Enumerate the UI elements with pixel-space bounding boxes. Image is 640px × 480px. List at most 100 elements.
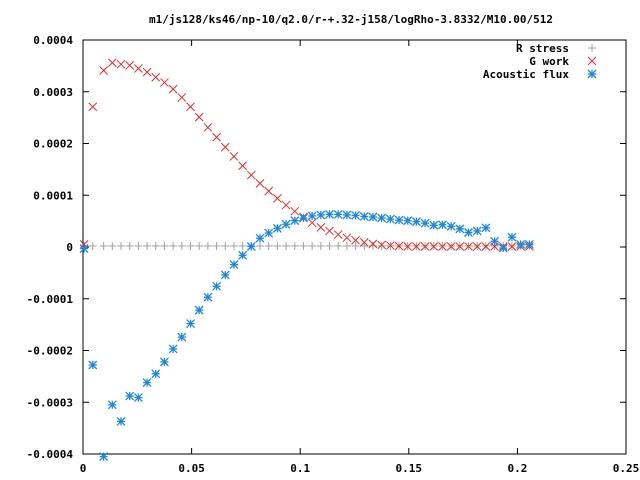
- g-work-point: [151, 72, 161, 82]
- x-tick-label: 0: [80, 462, 87, 475]
- y-tick-label: -0.0004: [27, 448, 74, 461]
- acoustic-flux-point: [481, 223, 491, 233]
- g-work-point: [134, 64, 143, 73]
- g-work-point: [412, 242, 421, 251]
- y-tick-label: -0.0002: [27, 345, 73, 358]
- g-work-point: [446, 242, 456, 251]
- y-tick-label: 0.0004: [33, 34, 73, 47]
- r-stress-point: [151, 241, 160, 250]
- acoustic-flux-point: [429, 220, 439, 230]
- r-stress-point: [238, 241, 247, 250]
- r-stress-point: [273, 241, 282, 250]
- chart-title: m1/js128/ks46/np-10/q2.0/r-+.32-j158/log…: [149, 13, 553, 26]
- g-work-point: [212, 132, 221, 142]
- acoustic-flux-point: [377, 213, 387, 223]
- acoustic-flux-point: [420, 218, 430, 228]
- g-work-point: [472, 242, 482, 251]
- r-stress-point: [88, 241, 97, 250]
- g-work-point: [220, 142, 230, 152]
- g-work-point: [255, 178, 265, 188]
- acoustic-flux-point: [333, 209, 343, 219]
- g-work-point: [203, 123, 213, 132]
- g-work-point: [481, 242, 491, 251]
- r-stress-point: [264, 241, 273, 250]
- r-stress-point: [160, 241, 169, 250]
- r-stress-point: [212, 241, 221, 250]
- acoustic-flux-point: [368, 212, 378, 222]
- g-work-point: [107, 58, 117, 68]
- g-work-point: [194, 112, 204, 122]
- data-marks: [79, 58, 534, 462]
- acoustic-flux-point: [79, 244, 89, 254]
- r-stress-point: [308, 241, 317, 250]
- g-work-point: [160, 78, 169, 87]
- g-work-point: [229, 152, 239, 161]
- g-work-point: [385, 241, 395, 250]
- r-stress-point: [256, 241, 265, 250]
- acoustic-flux-point: [194, 305, 204, 315]
- acoustic-flux-point: [125, 391, 135, 401]
- r-stress-point: [334, 241, 343, 250]
- g-work-point: [455, 242, 465, 251]
- legend-label-r-stress: R stress: [516, 42, 569, 55]
- acoustic-flux-point: [272, 223, 282, 233]
- acoustic-flux-point: [351, 210, 361, 220]
- g-work-point: [464, 242, 473, 251]
- g-work-point: [264, 186, 274, 196]
- g-work-point: [307, 218, 317, 228]
- acoustic-flux-point: [151, 369, 161, 379]
- legend-marker-acoustic-flux: [587, 69, 597, 79]
- acoustic-flux-point: [359, 212, 369, 221]
- g-work-point: [238, 161, 247, 171]
- acoustic-flux-point: [99, 452, 109, 462]
- g-work-point: [290, 206, 300, 216]
- acoustic-flux-point: [133, 393, 143, 403]
- acoustic-flux-point: [281, 219, 291, 229]
- r-stress-point: [134, 241, 143, 250]
- g-work-point: [507, 242, 517, 251]
- x-tick-label: 0.25: [613, 462, 640, 475]
- r-stress-point: [117, 241, 126, 250]
- acoustic-flux-point: [464, 228, 473, 237]
- g-work-point: [142, 67, 152, 77]
- acoustic-flux-point: [385, 214, 395, 224]
- g-work-point: [177, 93, 187, 102]
- acoustic-flux-point: [177, 332, 187, 342]
- r-stress-point: [316, 241, 325, 250]
- g-work-point: [116, 59, 126, 69]
- g-work-point: [342, 233, 352, 243]
- r-stress-point: [377, 241, 386, 250]
- acoustic-flux-point: [264, 228, 274, 238]
- acoustic-flux-point: [220, 270, 230, 280]
- acoustic-flux-point: [394, 215, 404, 225]
- acoustic-flux-point: [498, 243, 508, 253]
- g-work-point: [88, 102, 98, 112]
- acoustic-flux-point: [446, 221, 456, 231]
- acoustic-flux-point: [516, 239, 526, 249]
- acoustic-flux-point: [507, 232, 517, 242]
- acoustic-flux-point: [490, 236, 500, 246]
- r-stress-point: [203, 241, 212, 250]
- g-work-point: [325, 226, 334, 236]
- g-work-point: [420, 242, 430, 251]
- g-work-point: [438, 242, 447, 251]
- y-tick-label: 0: [66, 241, 73, 254]
- acoustic-flux-point: [203, 292, 213, 302]
- r-stress-point: [221, 241, 230, 250]
- x-tick-label: 0.2: [507, 462, 527, 475]
- r-stress-point: [351, 241, 360, 250]
- acoustic-flux-point: [107, 400, 117, 410]
- acoustic-flux-point: [455, 224, 465, 234]
- r-stress-point: [108, 241, 117, 250]
- acoustic-flux-point: [438, 220, 447, 230]
- y-tick-label: -0.0003: [27, 396, 73, 409]
- acoustic-flux-point: [524, 239, 534, 249]
- acoustic-flux-point: [411, 217, 421, 227]
- r-stress-point: [143, 241, 152, 250]
- g-work-point: [359, 237, 369, 247]
- r-stress-point: [169, 241, 178, 250]
- legend-marker-g-work: [587, 56, 597, 66]
- r-stress-point: [290, 241, 299, 250]
